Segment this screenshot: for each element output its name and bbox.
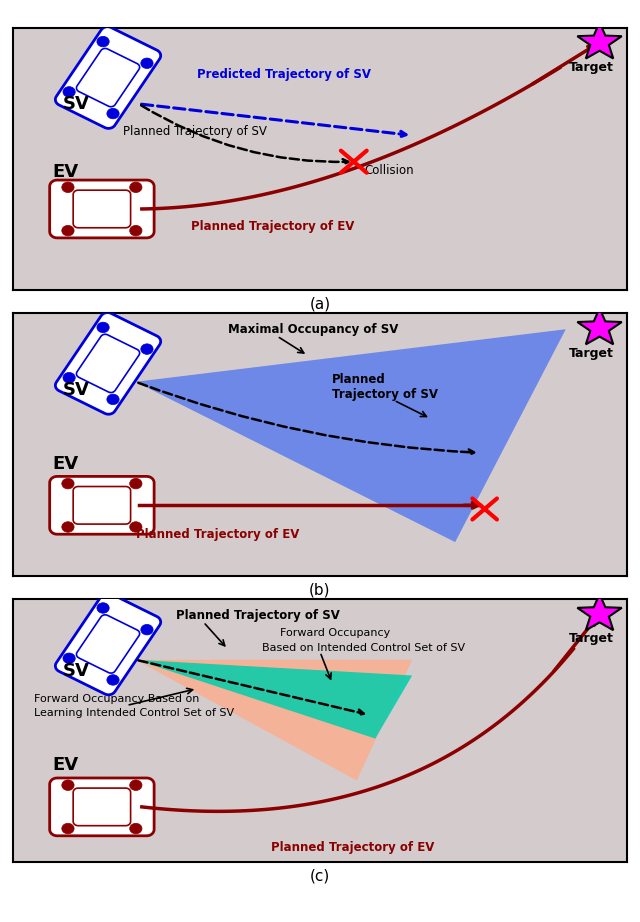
Polygon shape	[73, 788, 131, 826]
Circle shape	[63, 87, 76, 97]
Polygon shape	[56, 27, 161, 128]
Circle shape	[97, 603, 109, 613]
Polygon shape	[76, 335, 140, 393]
Polygon shape	[50, 180, 154, 238]
Text: Planned Trajectory of EV: Planned Trajectory of EV	[136, 528, 299, 541]
Polygon shape	[56, 593, 161, 695]
Polygon shape	[50, 477, 154, 534]
Circle shape	[130, 479, 142, 489]
Circle shape	[62, 225, 74, 236]
Text: Planned Trajectory of SV: Planned Trajectory of SV	[175, 609, 339, 622]
Text: SV: SV	[63, 95, 90, 113]
Text: (a): (a)	[309, 297, 331, 312]
Circle shape	[97, 322, 109, 333]
Text: Planned Trajectory of EV: Planned Trajectory of EV	[271, 841, 434, 854]
Polygon shape	[577, 308, 621, 344]
Circle shape	[107, 675, 119, 685]
Polygon shape	[56, 313, 161, 414]
Circle shape	[130, 225, 142, 236]
Polygon shape	[50, 778, 154, 835]
Polygon shape	[76, 49, 140, 107]
Circle shape	[62, 823, 74, 833]
Circle shape	[62, 182, 74, 193]
Circle shape	[141, 344, 153, 354]
Circle shape	[130, 823, 142, 833]
Text: Planned Trajectory of EV: Planned Trajectory of EV	[191, 220, 355, 233]
Text: Planned Trajectory of SV: Planned Trajectory of SV	[124, 125, 268, 138]
Circle shape	[62, 780, 74, 790]
Circle shape	[97, 36, 109, 47]
Text: Planned
Trajectory of SV: Planned Trajectory of SV	[332, 372, 438, 400]
Circle shape	[63, 653, 76, 664]
Text: Predicted Trajectory of SV: Predicted Trajectory of SV	[197, 67, 371, 80]
Polygon shape	[136, 329, 566, 542]
Polygon shape	[73, 487, 131, 524]
Circle shape	[130, 780, 142, 790]
Circle shape	[107, 394, 119, 405]
Polygon shape	[76, 615, 140, 673]
Circle shape	[62, 522, 74, 532]
Text: Forward Occupancy Based on: Forward Occupancy Based on	[35, 693, 200, 703]
Polygon shape	[136, 660, 412, 739]
Text: Collision: Collision	[364, 164, 414, 177]
Text: Target: Target	[569, 632, 614, 645]
Circle shape	[130, 522, 142, 532]
Circle shape	[107, 108, 119, 119]
Circle shape	[130, 182, 142, 193]
Polygon shape	[577, 22, 621, 58]
Text: SV: SV	[63, 381, 90, 399]
Text: EV: EV	[52, 455, 79, 472]
Polygon shape	[136, 660, 412, 781]
Text: SV: SV	[63, 661, 90, 680]
Text: Forward Occupancy: Forward Occupancy	[280, 628, 390, 638]
Text: Learning Intended Control Set of SV: Learning Intended Control Set of SV	[35, 708, 234, 718]
Text: (b): (b)	[309, 583, 331, 597]
Text: EV: EV	[52, 163, 79, 182]
Polygon shape	[577, 594, 621, 630]
Text: Based on Intended Control Set of SV: Based on Intended Control Set of SV	[262, 643, 465, 653]
Text: (c): (c)	[310, 869, 330, 883]
Polygon shape	[73, 190, 131, 228]
Text: EV: EV	[52, 756, 79, 774]
Text: Maximal Occupancy of SV: Maximal Occupancy of SV	[228, 324, 398, 337]
Text: Target: Target	[569, 61, 614, 74]
Circle shape	[62, 479, 74, 489]
Text: Target: Target	[569, 347, 614, 360]
Circle shape	[141, 58, 153, 68]
Circle shape	[63, 372, 76, 383]
Circle shape	[141, 624, 153, 635]
